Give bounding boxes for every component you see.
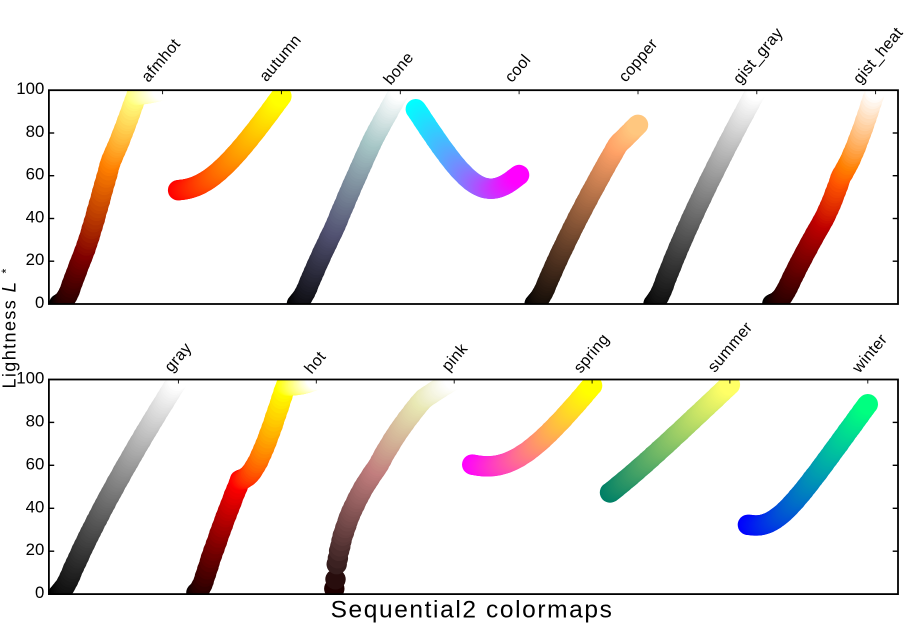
svg-text:copper: copper — [616, 36, 662, 86]
svg-text:80: 80 — [26, 122, 45, 141]
svg-text:winter: winter — [849, 331, 891, 377]
svg-text:Lightness L*: Lightness L* — [0, 267, 21, 388]
svg-text:autumn: autumn — [257, 32, 305, 85]
svg-text:bone: bone — [381, 49, 418, 88]
svg-text:100: 100 — [16, 369, 44, 388]
svg-text:gist_gray: gist_gray — [730, 25, 786, 88]
svg-text:Sequential2 colormaps: Sequential2 colormaps — [331, 596, 614, 623]
svg-text:80: 80 — [26, 411, 45, 430]
svg-text:spring: spring — [571, 331, 613, 377]
svg-text:afmhot: afmhot — [139, 36, 185, 86]
svg-text:40: 40 — [26, 497, 45, 516]
svg-text:hot: hot — [302, 348, 330, 377]
svg-text:pink: pink — [439, 340, 472, 375]
svg-text:0: 0 — [35, 583, 44, 602]
svg-text:20: 20 — [26, 540, 45, 559]
svg-text:100: 100 — [16, 79, 44, 98]
svg-text:20: 20 — [26, 250, 45, 269]
svg-text:gray: gray — [162, 340, 196, 376]
svg-text:gist_heat: gist_heat — [850, 24, 907, 87]
svg-text:summer: summer — [705, 319, 757, 376]
svg-text:60: 60 — [26, 454, 45, 473]
svg-text:60: 60 — [26, 165, 45, 184]
svg-text:cool: cool — [502, 52, 535, 86]
svg-text:40: 40 — [26, 208, 45, 227]
svg-text:0: 0 — [35, 293, 44, 312]
